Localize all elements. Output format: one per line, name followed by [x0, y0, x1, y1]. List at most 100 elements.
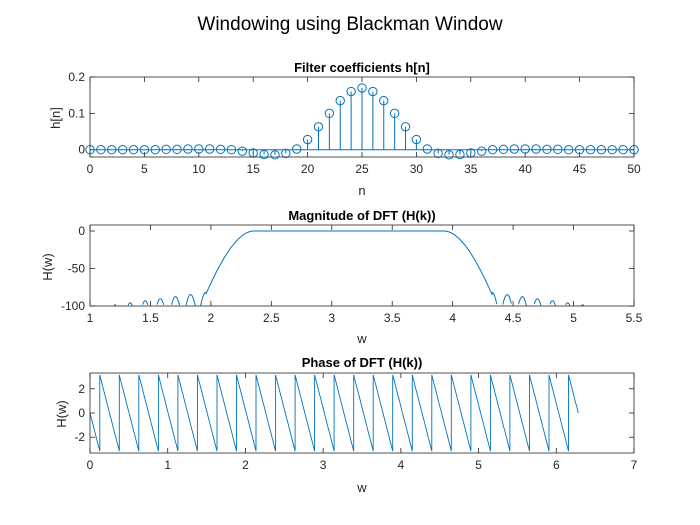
subplot-3-plot-area: 0 1 2 3 4 5 6 7-202: [74, 372, 638, 472]
stem-marker: [107, 145, 117, 155]
magnitude-line: [533, 298, 542, 306]
stem-marker: [520, 144, 530, 154]
stem-marker: [596, 145, 607, 155]
stem-marker: [422, 144, 432, 154]
x-tick-label: 2.5: [263, 311, 280, 325]
x-tick-label: 20: [301, 162, 315, 176]
stem-marker: [357, 83, 367, 93]
subplot-3-title: Phase of DFT (H(k)): [302, 355, 423, 370]
stem-marker: [292, 144, 302, 154]
axes-box: [89, 224, 635, 307]
x-tick-label: 0: [87, 458, 94, 472]
stem-marker: [618, 145, 628, 155]
x-tick-label: 0: [87, 162, 94, 176]
magnitude-line: [171, 296, 180, 306]
x-tick-label: 45: [573, 162, 587, 176]
x-tick-label: 40: [519, 162, 533, 176]
stem-marker: [302, 134, 313, 145]
y-tick-label: 0: [78, 143, 85, 157]
stem-marker: [96, 145, 106, 155]
stem-marker: [400, 122, 411, 132]
stem-marker: [204, 144, 215, 154]
magnitude-line: [156, 298, 165, 306]
stem-marker: [172, 144, 182, 155]
x-tick-label: 3.5: [384, 311, 401, 325]
stem-marker: [553, 144, 563, 155]
stem-marker: [259, 149, 269, 160]
subplot-filter-coefficients: Filter coefficients h[n] n h[n] 0 5 10 15 20…: [48, 60, 641, 198]
plot-background: [90, 373, 634, 453]
magnitude-line: [142, 300, 149, 306]
x-tick-label: 3: [328, 311, 335, 325]
x-tick-label: 15: [247, 162, 261, 176]
stem-marker: [411, 134, 422, 145]
stem-marker: [455, 149, 465, 160]
stem-marker: [444, 150, 454, 160]
stem-marker: [368, 86, 378, 97]
stem-marker: [150, 145, 160, 155]
subplot-3-xlabel: w: [356, 480, 367, 495]
stem-marker: [117, 145, 128, 155]
stem-marker: [237, 146, 248, 156]
magnitude-line: [502, 294, 512, 305]
stem-marker: [183, 144, 193, 154]
x-tick-label: 1: [87, 311, 94, 325]
subplot-1-title: Filter coefficients h[n]: [294, 60, 430, 75]
subplot-dft-phase: Phase of DFT (H(k)) w H(w) 0 1 2 3 4 5 6 7-202: [54, 355, 638, 495]
x-tick-label: 35: [464, 162, 478, 176]
stem-marker: [226, 145, 237, 155]
x-tick-label: 4: [398, 458, 405, 472]
y-tick-label: 0.1: [68, 106, 85, 120]
subplot-dft-magnitude: Magnitude of DFT (H(k)) w H(w) 1 1.5 2 2.5 3…: [40, 208, 643, 346]
x-tick-label: 4: [449, 311, 456, 325]
x-tick-label: 2: [242, 458, 249, 472]
x-tick-label: 30: [410, 162, 424, 176]
x-tick-label: 1: [164, 458, 171, 472]
subplot-1-plot-area: 0 5 10 15 20 25 30 35 40 45 50 0 0.1 0.2: [68, 70, 641, 176]
magnitude-line: [200, 230, 498, 307]
x-tick-label: 5.5: [626, 311, 643, 325]
stem-marker: [433, 148, 443, 159]
y-tick-label: 2: [78, 382, 85, 396]
subplot-2-title: Magnitude of DFT (H(k)): [288, 208, 435, 223]
y-tick-label: -2: [74, 430, 85, 444]
y-tick-label: -50: [68, 262, 86, 276]
x-tick-label: 5: [141, 162, 148, 176]
x-tick-label: 3: [320, 458, 327, 472]
magnitude-line: [185, 294, 196, 306]
stem-marker: [498, 144, 509, 155]
stem-marker: [379, 95, 389, 106]
magnitude-line: [518, 296, 527, 306]
y-tick-label: 0: [78, 224, 85, 238]
subplot-1-xlabel: n: [358, 183, 365, 198]
y-tick-label: 0: [78, 406, 85, 420]
stem-marker: [585, 145, 596, 155]
magnitude-line: [113, 304, 117, 306]
stem-marker: [476, 146, 487, 156]
x-tick-label: 25: [355, 162, 369, 176]
x-tick-label: 6: [553, 458, 560, 472]
stem-marker: [509, 144, 520, 154]
subplot-2-plot-area: 1 1.5 2 2.5 3 3.5 4 4.5 5 5.5 -100 -50 0: [61, 224, 643, 325]
x-tick-label: 1.5: [142, 311, 159, 325]
stem-marker: [194, 144, 204, 154]
subplot-3-ylabel: H(w): [54, 400, 69, 427]
x-tick-label: 5: [570, 311, 577, 325]
stem-marker: [335, 95, 345, 106]
plot-background: [90, 225, 634, 306]
x-tick-label: 4.5: [505, 311, 522, 325]
magnitude-line: [565, 302, 571, 306]
x-tick-label: 50: [627, 162, 641, 176]
subplot-2-ylabel: H(w): [40, 253, 55, 280]
subplot-1-ylabel: h[n]: [48, 107, 63, 129]
phase-line: [89, 374, 579, 452]
x-tick-label: 7: [631, 458, 638, 472]
axes-box: [89, 76, 635, 158]
stem-marker: [564, 145, 574, 155]
subplot-2-xlabel: w: [356, 331, 367, 346]
stem-marker: [161, 144, 171, 155]
stem-marker: [128, 145, 139, 155]
figure-title: Windowing using Blackman Window: [197, 14, 502, 35]
stem-marker: [313, 122, 324, 132]
